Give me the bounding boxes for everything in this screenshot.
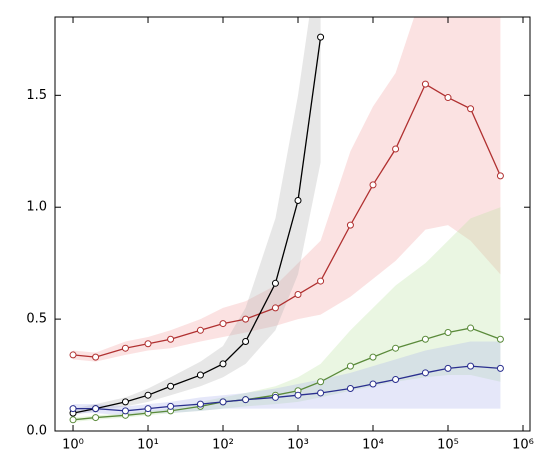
point-marker bbox=[496, 335, 504, 343]
point-marker bbox=[242, 396, 250, 404]
point-marker bbox=[496, 364, 504, 372]
point-marker bbox=[444, 329, 452, 337]
point-marker bbox=[317, 389, 325, 397]
point-marker bbox=[317, 378, 325, 386]
lines bbox=[69, 33, 504, 424]
y-tick-label: 0.5 bbox=[26, 312, 47, 327]
y-tick-label: 0.0 bbox=[26, 424, 47, 439]
point-marker bbox=[196, 326, 204, 334]
point-marker bbox=[346, 221, 354, 229]
point-marker bbox=[219, 360, 227, 368]
series-line bbox=[72, 327, 501, 421]
point-marker bbox=[92, 353, 100, 361]
y-tick-label: 1.5 bbox=[26, 88, 47, 103]
point-marker bbox=[496, 172, 504, 180]
point-marker bbox=[121, 398, 129, 406]
y-tick-label: 1.0 bbox=[26, 200, 47, 215]
point-marker bbox=[294, 197, 302, 205]
point-marker bbox=[144, 340, 152, 348]
point-marker bbox=[242, 315, 250, 323]
x-tick-label: 10⁶ bbox=[512, 438, 534, 453]
point-marker bbox=[421, 369, 429, 377]
point-marker bbox=[392, 344, 400, 352]
point-marker bbox=[271, 304, 279, 312]
x-tick-label: 10⁰ bbox=[62, 438, 84, 453]
point-marker bbox=[369, 380, 377, 388]
point-marker bbox=[467, 324, 475, 332]
point-marker bbox=[346, 384, 354, 392]
point-marker bbox=[69, 351, 77, 359]
point-marker bbox=[467, 105, 475, 113]
point-marker bbox=[219, 398, 227, 406]
point-marker bbox=[444, 364, 452, 372]
x-tick-label: 10¹ bbox=[137, 438, 159, 453]
point-marker bbox=[92, 414, 100, 422]
x-tick-label: 10⁵ bbox=[437, 438, 459, 453]
bands bbox=[73, 17, 501, 423]
point-marker bbox=[196, 400, 204, 408]
confidence-band bbox=[73, 341, 501, 416]
point-marker bbox=[144, 391, 152, 399]
point-marker bbox=[369, 353, 377, 361]
point-marker bbox=[392, 145, 400, 153]
plot-frame bbox=[54, 16, 531, 432]
point-marker bbox=[121, 344, 129, 352]
point-marker bbox=[196, 371, 204, 379]
point-marker bbox=[467, 362, 475, 370]
confidence-band bbox=[73, 17, 501, 362]
point-marker bbox=[294, 290, 302, 298]
point-marker bbox=[294, 391, 302, 399]
point-marker bbox=[346, 362, 354, 370]
x-tick-label: 10³ bbox=[287, 438, 309, 453]
x-tick-label: 10² bbox=[212, 438, 234, 453]
point-marker bbox=[167, 335, 175, 343]
point-marker bbox=[271, 393, 279, 401]
point-marker bbox=[421, 80, 429, 88]
point-marker bbox=[92, 405, 100, 413]
point-marker bbox=[392, 376, 400, 384]
point-marker bbox=[369, 181, 377, 189]
point-marker bbox=[444, 94, 452, 102]
x-tick-label: 10⁴ bbox=[362, 438, 384, 453]
point-marker bbox=[242, 337, 250, 345]
point-marker bbox=[271, 279, 279, 287]
series-line bbox=[73, 365, 501, 412]
point-marker bbox=[144, 405, 152, 413]
point-marker bbox=[421, 335, 429, 343]
point-marker bbox=[121, 407, 129, 415]
point-marker bbox=[69, 416, 77, 424]
point-marker bbox=[219, 320, 227, 328]
point-marker bbox=[317, 277, 325, 285]
point-marker bbox=[69, 405, 77, 413]
point-marker bbox=[167, 382, 175, 390]
confidence-band bbox=[73, 207, 501, 423]
series-line bbox=[72, 83, 502, 358]
point-marker bbox=[167, 402, 175, 410]
point-marker bbox=[317, 33, 325, 41]
